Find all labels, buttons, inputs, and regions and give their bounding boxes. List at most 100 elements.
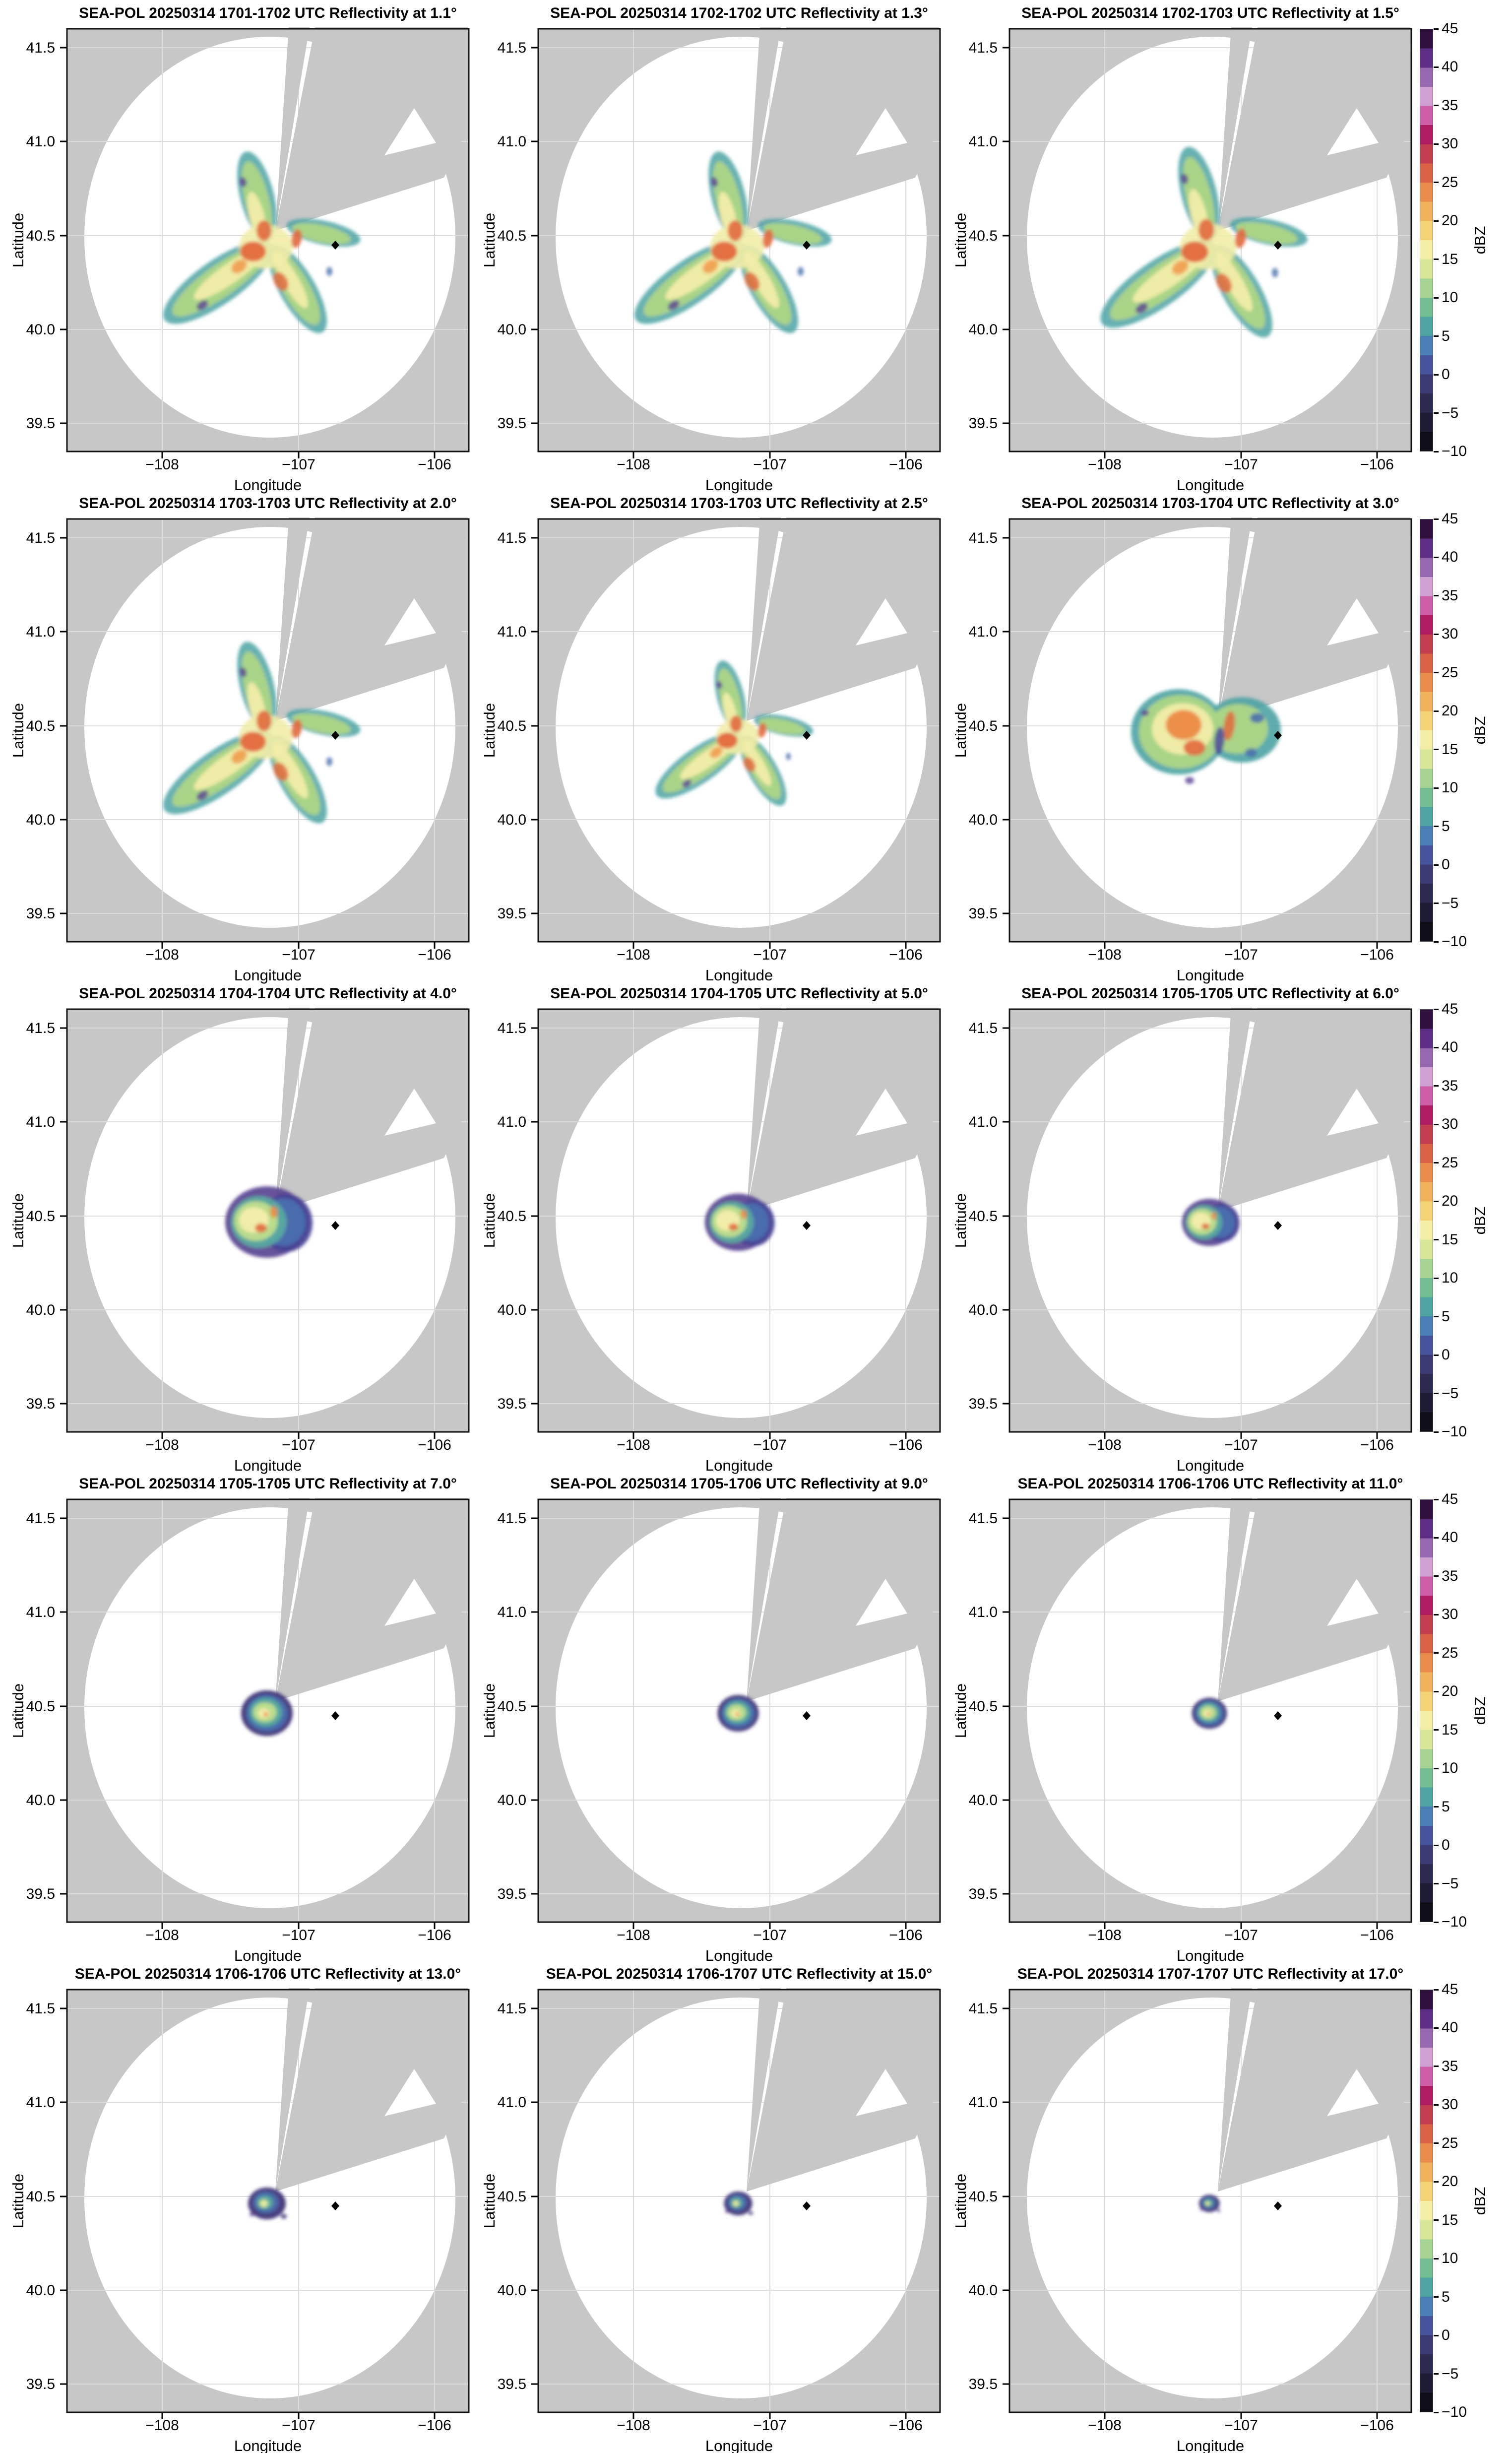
echo-blob [292,223,351,244]
axis-tick-label: 40.5 [498,718,526,734]
axis-tick-label: 41.5 [969,2001,998,2017]
site-marker [803,241,811,250]
radar-panel: SEA-POL 20250314 1701-1702 UTC Reflectiv… [5,2,476,494]
echo-blob [1214,727,1225,755]
radar-echo [704,1193,775,1251]
panel-title: SEA-POL 20250314 1705-1705 UTC Reflectiv… [79,1476,457,1492]
echo-blob [682,779,692,787]
echo-blob [255,1224,267,1232]
axis-tick-label: −106 [418,456,451,473]
axis-tick-label: −108 [145,456,179,473]
blocked-wedge-sector [747,1008,939,1211]
echo-blob [240,732,266,752]
y-axis-label: Latitude [952,2174,969,2228]
axis-tick-label: 39.5 [969,905,998,922]
colorbar-tick [1434,2027,1439,2029]
axis-tick-label: 41.0 [498,1604,526,1620]
x-axis-label: Longitude [705,1947,773,1964]
plot-border [66,1008,470,1433]
blocked-wedge-narrow [747,1498,781,1701]
axis-tick-label: −108 [1088,1927,1122,1943]
x-axis-label: Longitude [234,1947,302,1964]
axis-tick-label: 40.0 [26,812,55,828]
axis-tick-label: −108 [1088,947,1122,963]
echo-blob [231,750,247,764]
colorbar-tick [1434,66,1439,68]
echo-blob [1217,2209,1220,2212]
radar-plot: −108 −107 −106 41.5 41.0 40.5 40.0 39.5 Longitud… [9,1008,470,1474]
blocked-wedge-narrow [275,517,310,721]
echo-blob [1199,2208,1203,2211]
axis-tick-label: 40.0 [26,2282,55,2299]
blocked-wedge-sector [1218,1988,1410,2192]
panel-title: SEA-POL 20250314 1706-1707 UTC Reflectiv… [546,1966,933,1982]
x-axis-label: Longitude [705,476,773,494]
colorbar-tick-label: 5 [1442,818,1450,835]
axis-tick-label: −106 [418,1437,451,1453]
colorbar-tick-label: 35 [1442,1077,1458,1094]
colorbar-tick [1434,941,1439,943]
axis-tick-label: 40.5 [969,2189,998,2205]
colorbar-tick-label: 10 [1442,779,1458,796]
axis-tick-label: −107 [282,1927,315,1943]
site-marker [803,1711,811,1720]
colorbar-tick-label: 45 [1442,1491,1458,1507]
echo-blob [762,229,773,248]
colorbar-tick-label: 20 [1442,212,1458,229]
axis-tick-label: 40.5 [26,2189,55,2205]
colorbar-tick [1434,28,1439,30]
echo-blob [716,681,722,689]
site-marker [331,241,339,250]
radar-echo [225,1186,313,1258]
colorbar-tick [1434,2181,1439,2183]
radar-echo [1182,1199,1240,1246]
y-axis-label: Latitude [952,213,969,267]
colorbar-tick-label: 5 [1442,1798,1450,1815]
echo-blob [273,743,308,798]
axis-tick-label: 39.5 [26,1396,55,1412]
figure-row: SEA-POL 20250314 1705-1705 UTC Reflectiv… [5,1473,1512,1964]
echo-blob [745,253,779,308]
colorbar-tick-label: 25 [1442,664,1458,681]
axis-tick-label: 41.5 [969,1510,998,1527]
colorbar-tick-label: 0 [1442,856,1450,873]
colorbar-tick [1434,903,1439,904]
echo-blob [250,2212,254,2216]
colorbar-tick [1434,2258,1439,2259]
axis-tick-label: −107 [1224,2417,1258,2434]
colorbar-tick [1434,749,1439,751]
blocked-wedge-sector [1218,1008,1410,1211]
x-axis-label: Longitude [1177,1947,1244,1964]
colorbar-tick [1434,220,1439,222]
axis-tick-label: −107 [282,2417,315,2434]
radar-echo [163,642,361,824]
radar-panel: SEA-POL 20250314 1706-1707 UTC Reflectiv… [476,1963,947,2453]
colorbar-tick [1434,335,1439,337]
axis-tick-label: 39.5 [498,415,526,432]
blocked-wedge-narrow [275,27,310,231]
axis-tick-label: −106 [1360,456,1394,473]
colorbar-tick-label: 35 [1442,2058,1458,2074]
panel-title: SEA-POL 20250314 1701-1702 UTC Reflectiv… [79,5,457,21]
colorbar-tick-label: 15 [1442,741,1458,758]
axis-tick-label: 40.0 [498,322,526,338]
coverage-notch [856,1579,907,1626]
axis-tick-label: 39.5 [969,2376,998,2392]
radar-plot: −108 −107 −106 41.5 41.0 40.5 40.0 39.5 Longitud… [9,27,470,494]
axis-tick-label: −108 [617,2417,650,2434]
echo-blob [239,667,247,677]
y-axis-label: Latitude [9,1193,27,1248]
radar-panel: SEA-POL 20250314 1706-1706 UTC Reflectiv… [947,1473,1419,1964]
axis-tick-label: 40.0 [498,812,526,828]
y-axis-label: Latitude [9,213,27,267]
colorbar-tick [1434,864,1439,866]
echo-blob [711,242,737,261]
coverage-notch [1327,1579,1379,1626]
blocked-wedge-sector [747,1988,939,2192]
echo-blob [262,2201,266,2205]
radar-echo [1192,1697,1227,1729]
colorbar-tick [1434,2142,1439,2144]
radar-plot: −108 −107 −106 41.5 41.0 40.5 40.0 39.5 Longitud… [9,1988,470,2453]
axis-tick-label: −107 [282,1437,315,1453]
colorbar-tick [1434,518,1439,520]
